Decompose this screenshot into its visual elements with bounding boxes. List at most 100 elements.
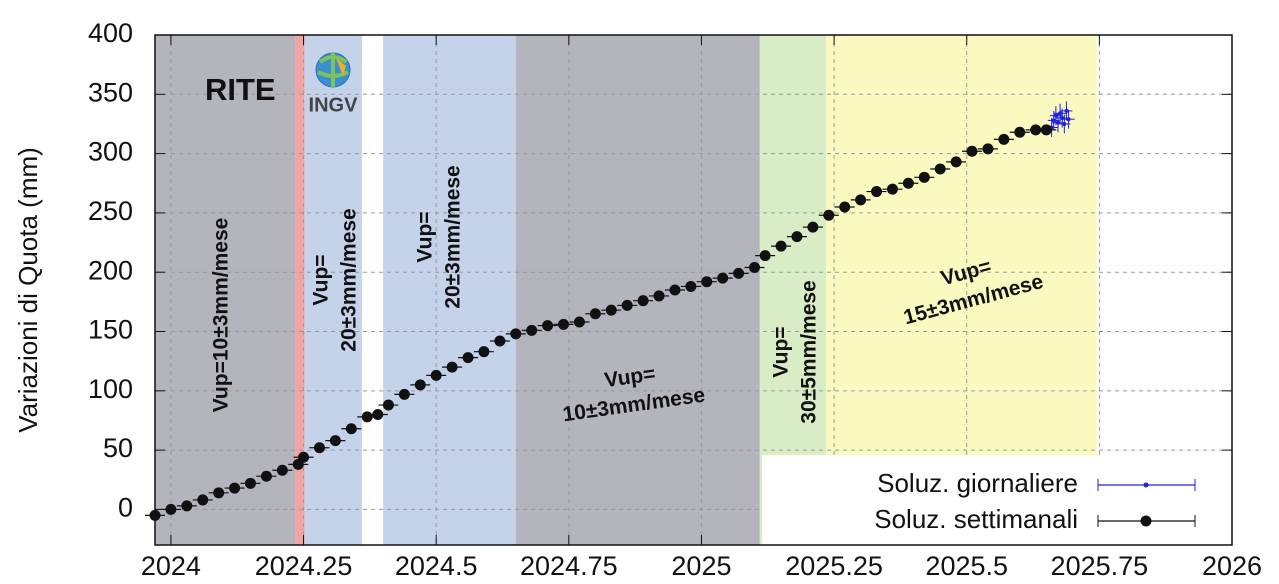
point xyxy=(1062,121,1067,126)
point xyxy=(260,470,272,482)
point xyxy=(526,324,538,336)
point xyxy=(181,500,193,512)
point xyxy=(701,276,713,288)
point xyxy=(733,267,745,279)
annotation-text: 20±3mm/mese xyxy=(442,165,465,308)
x-tick-label: 2025 xyxy=(671,551,731,581)
x-tick-label: 2025.5 xyxy=(925,551,1008,581)
point xyxy=(398,388,410,400)
point xyxy=(165,503,177,515)
logo: INGV xyxy=(309,52,359,116)
point xyxy=(1066,117,1071,122)
point xyxy=(1040,124,1052,136)
station-label: RITE xyxy=(205,72,276,107)
annotation-text: Vup= xyxy=(770,326,793,377)
point xyxy=(494,335,506,347)
plot-frame xyxy=(154,34,1233,546)
point xyxy=(621,299,633,311)
point xyxy=(372,409,384,421)
point xyxy=(1014,126,1026,138)
point xyxy=(759,250,771,262)
annotation: Vup=10±3mm/mese xyxy=(210,218,233,413)
point xyxy=(902,177,914,189)
point xyxy=(966,145,978,157)
x-tick-label: 2024.75 xyxy=(520,551,618,581)
point xyxy=(1053,113,1058,118)
point xyxy=(775,240,787,252)
annotation-text: 20±3mm/mese xyxy=(338,208,361,351)
point xyxy=(653,290,665,302)
point xyxy=(345,423,357,435)
y-tick-label: 0 xyxy=(118,493,133,523)
legend-symbol xyxy=(1143,482,1149,488)
point xyxy=(298,451,310,463)
x-tick-label: 2026 xyxy=(1202,551,1262,581)
point xyxy=(669,284,681,296)
point xyxy=(244,477,256,489)
x-tick-label: 2024.5 xyxy=(395,551,478,581)
point xyxy=(855,194,867,206)
point xyxy=(414,379,426,391)
point xyxy=(361,411,373,423)
annotation-text: Vup= xyxy=(310,254,333,305)
y-tick-label: 200 xyxy=(88,255,133,285)
point xyxy=(382,399,394,411)
point xyxy=(998,133,1010,145)
shaded-region xyxy=(383,35,516,545)
shaded-region xyxy=(155,35,296,545)
point xyxy=(430,369,442,381)
point xyxy=(823,209,835,221)
y-tick-label: 350 xyxy=(88,77,133,107)
point xyxy=(1051,118,1056,123)
y-tick-label: 400 xyxy=(88,18,133,48)
point xyxy=(276,464,288,476)
y-tick-label: 250 xyxy=(88,196,133,226)
point xyxy=(462,352,474,364)
point xyxy=(1064,108,1069,113)
point xyxy=(1058,111,1063,116)
point xyxy=(637,295,649,307)
legend-symbol xyxy=(1140,515,1152,527)
y-tick-label: 50 xyxy=(103,433,133,463)
y-tick-label: 100 xyxy=(88,374,133,404)
annotation: Vup= 20±3mm/mese xyxy=(414,165,465,308)
x-tick-label: 2025.75 xyxy=(1051,551,1149,581)
point xyxy=(749,261,761,273)
point xyxy=(197,494,209,506)
point xyxy=(213,487,225,499)
point xyxy=(1030,124,1042,136)
point xyxy=(950,156,962,168)
shaded-region xyxy=(304,35,362,545)
point xyxy=(329,435,341,447)
annotation: Vup= 30±5mm/mese xyxy=(770,280,821,423)
point xyxy=(558,318,570,330)
legend-box xyxy=(762,455,1232,545)
point xyxy=(934,163,946,175)
point xyxy=(871,186,883,198)
annotation-text: 30±5mm/mese xyxy=(798,280,821,423)
point xyxy=(717,272,729,284)
point xyxy=(791,231,803,243)
point xyxy=(918,171,930,183)
point xyxy=(589,308,601,320)
point xyxy=(886,183,898,195)
legend-label: Soluz. giornaliere xyxy=(877,468,1078,498)
x-tick-label: 2024 xyxy=(141,551,201,581)
annotation-text: Vup= xyxy=(414,211,437,262)
point xyxy=(229,482,241,494)
point xyxy=(839,201,851,213)
point xyxy=(542,320,554,332)
point xyxy=(446,361,458,373)
point xyxy=(807,221,819,233)
legend-label: Soluz. settimanali xyxy=(874,504,1078,534)
shaded-region xyxy=(295,35,305,545)
y-axis-label: Variazioni di Quota (mm) xyxy=(13,147,43,433)
point xyxy=(510,328,522,340)
point xyxy=(605,304,617,316)
logo-text: INGV xyxy=(309,94,359,116)
y-tick-label: 300 xyxy=(88,137,133,167)
shaded-region xyxy=(515,35,760,545)
point xyxy=(982,143,994,155)
point xyxy=(573,316,585,328)
